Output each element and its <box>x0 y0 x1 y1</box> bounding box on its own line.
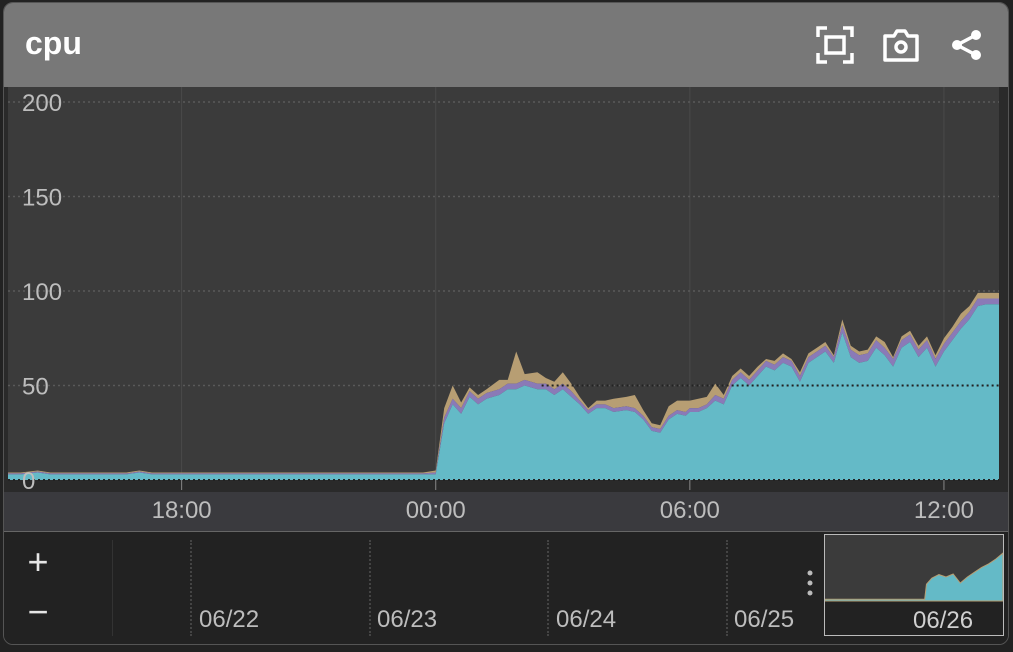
x-tick-label: 12:00 <box>914 497 974 524</box>
share-icon[interactable] <box>947 25 987 65</box>
minimap-area <box>824 551 1004 602</box>
nav-date-label: 06/22 <box>199 606 260 633</box>
y-tick-label: 200 <box>22 90 62 117</box>
nav-day-line <box>369 540 371 636</box>
nav-day-line <box>190 540 192 636</box>
x-tick-label: 00:00 <box>406 497 466 524</box>
nav-day-line <box>547 540 549 636</box>
range-handle-icon[interactable] <box>805 568 815 598</box>
zoom-in-button[interactable]: + <box>27 541 49 582</box>
cpu-panel: cpu 0 50 100 150 200 18:00 00:00 06:00 12:0 <box>3 2 1009 645</box>
nav-day-line <box>726 540 728 636</box>
camera-icon[interactable] <box>881 25 921 65</box>
series-area-0 <box>8 304 999 480</box>
y-tick-label: 0 <box>22 468 35 495</box>
panel-title: cpu <box>25 25 82 61</box>
x-tick-label: 06:00 <box>660 497 720 524</box>
y-tick-label: 100 <box>22 279 62 306</box>
panel-header: cpu <box>4 3 1008 87</box>
x-axis-band <box>4 492 1008 533</box>
cpu-area-chart[interactable]: 0 50 100 150 200 18:00 00:00 06:00 12:00 <box>4 87 1008 533</box>
nav-date-label: 06/24 <box>556 606 617 633</box>
series-area-2 <box>8 292 999 474</box>
nav-date-label: 06/26 <box>913 607 974 634</box>
minimap-chart <box>824 535 1004 602</box>
range-navigator[interactable]: + − 06/22 06/23 06/24 06/25 06/26 <box>4 531 1008 644</box>
chart-area[interactable]: 0 50 100 150 200 18:00 00:00 06:00 12:00 <box>4 87 1008 533</box>
y-tick-label: 150 <box>22 185 62 212</box>
x-tick-label: 18:00 <box>152 497 212 524</box>
range-selector-window[interactable]: 06/26 <box>824 534 1004 636</box>
zoom-out-button[interactable]: − <box>27 591 49 632</box>
nav-divider <box>112 540 113 636</box>
y-tick-label: 50 <box>22 374 49 401</box>
series-area-1 <box>8 298 999 475</box>
nav-date-label: 06/23 <box>377 606 438 633</box>
nav-date-label: 06/25 <box>734 606 795 633</box>
fullscreen-icon[interactable] <box>815 25 855 65</box>
